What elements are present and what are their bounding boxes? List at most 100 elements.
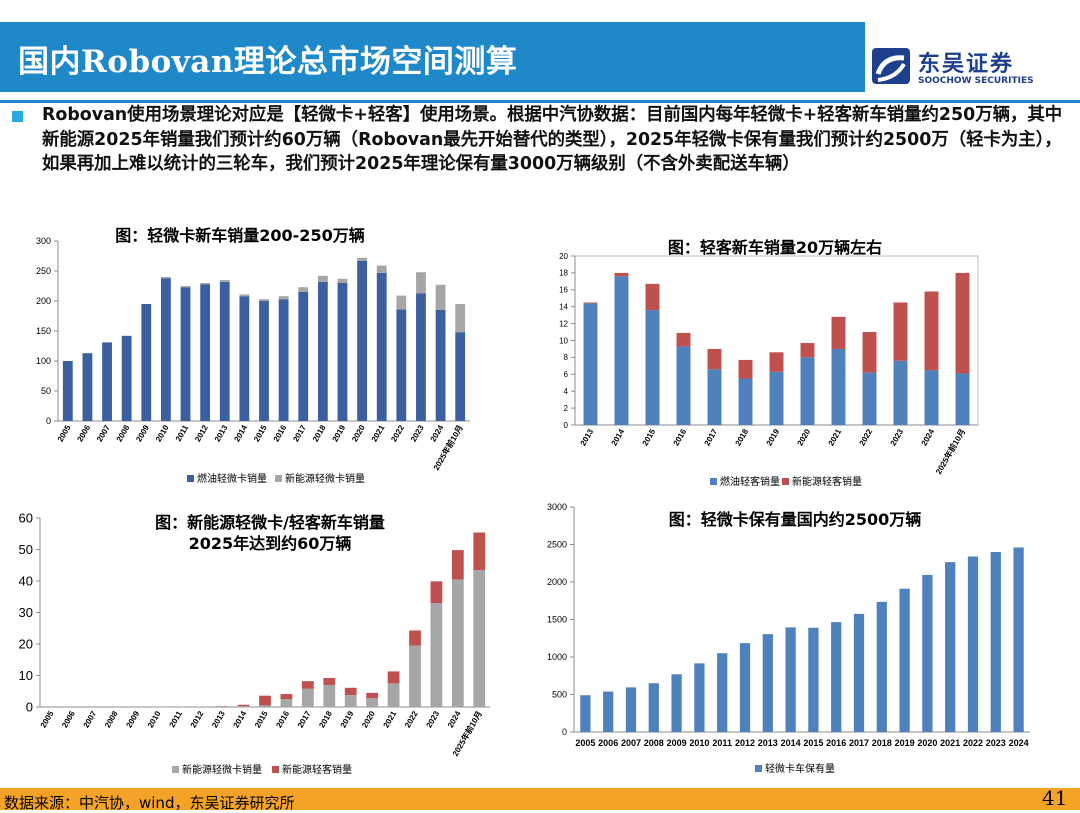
y-tick-label: 16	[559, 286, 568, 295]
y-tick-label: 2	[564, 404, 569, 413]
bar	[323, 678, 335, 685]
bar	[416, 272, 426, 293]
legend-swatch	[782, 478, 789, 485]
bar	[200, 283, 210, 284]
bar	[584, 303, 598, 425]
x-tick-label: 2011	[174, 423, 191, 443]
bar	[122, 336, 132, 421]
x-tick-label: 2023	[409, 423, 426, 443]
y-tick-label: 200	[36, 296, 51, 306]
y-tick-label: 50	[19, 542, 33, 557]
bar	[626, 687, 636, 732]
x-tick-label: 2011	[168, 709, 185, 729]
legend-swatch	[187, 475, 194, 482]
x-tick-label: 2008	[103, 709, 120, 729]
bar	[694, 663, 704, 732]
x-tick-label: 2007	[95, 423, 112, 443]
x-tick-label: 2017	[291, 423, 308, 443]
bar	[259, 705, 271, 707]
bar	[388, 671, 400, 683]
y-tick-label: 30	[19, 605, 33, 620]
y-tick-label: 12	[559, 319, 568, 328]
x-tick-label: 2012	[189, 709, 206, 729]
bar	[216, 706, 228, 707]
bar	[345, 688, 357, 695]
y-tick-label: 0	[562, 727, 567, 737]
legend-swatch	[172, 766, 179, 773]
x-tick-label: 2020	[796, 427, 813, 447]
bar	[708, 369, 722, 425]
y-tick-label: 1500	[547, 615, 567, 625]
x-tick-label: 2023	[424, 709, 441, 729]
bar	[431, 581, 443, 603]
bar	[239, 294, 249, 296]
bar	[259, 301, 269, 421]
bar	[141, 304, 151, 421]
bar	[899, 589, 909, 732]
x-tick-label: 2023	[889, 427, 906, 447]
y-tick-label: 8	[564, 353, 569, 362]
bar	[580, 695, 590, 732]
bar	[63, 361, 73, 421]
y-tick-label: 10	[559, 336, 568, 345]
x-tick-label: 2019	[895, 738, 915, 748]
y-tick-label: 20	[559, 252, 568, 261]
bar	[671, 674, 681, 732]
bar	[220, 280, 230, 282]
bar	[770, 352, 784, 371]
bar	[366, 698, 378, 707]
y-tick-label: 150	[36, 326, 51, 336]
x-tick-label: 2014	[232, 423, 249, 443]
x-tick-label: 2008	[644, 738, 664, 748]
y-tick-label: 4	[564, 387, 569, 396]
bar	[318, 276, 328, 282]
x-tick-label: 2010	[689, 738, 709, 748]
x-tick-label: 2013	[210, 709, 227, 729]
x-tick-label: 2020	[917, 738, 937, 748]
soochow-logo-icon	[870, 46, 912, 86]
x-tick-label: 2006	[75, 423, 92, 443]
y-tick-label: 0	[46, 416, 51, 426]
bar	[615, 273, 629, 276]
bar	[739, 379, 753, 425]
bar	[584, 302, 598, 303]
bar	[220, 282, 230, 421]
bar	[181, 287, 191, 421]
legend-swatch	[755, 765, 762, 772]
x-tick-label: 2015	[252, 423, 269, 443]
bar	[318, 282, 328, 421]
bar	[956, 273, 970, 374]
x-tick-label: 2024	[1009, 738, 1029, 748]
bar	[338, 283, 348, 421]
legend-label: 新能源轻客销量	[282, 763, 352, 776]
bar	[83, 353, 93, 421]
x-tick-label: 2010	[146, 709, 163, 729]
logo-name-cn: 东吴证券	[918, 46, 1014, 78]
bar	[945, 562, 955, 732]
bar	[431, 603, 443, 707]
x-tick-label: 2016	[672, 427, 689, 447]
bar	[894, 361, 908, 425]
bar	[717, 653, 727, 732]
bar	[770, 372, 784, 425]
bar	[436, 285, 446, 310]
bar	[181, 286, 191, 287]
bar	[968, 557, 978, 733]
bar	[338, 279, 348, 283]
bar	[708, 349, 722, 369]
x-tick-label: 2021	[370, 423, 387, 443]
x-tick-label: 2018	[734, 427, 751, 447]
bar	[345, 695, 357, 707]
bar	[473, 532, 485, 569]
y-tick-label: 6	[564, 370, 569, 379]
bar	[416, 293, 426, 421]
bar	[831, 622, 841, 732]
x-tick-label: 2016	[272, 423, 289, 443]
x-tick-label: 2023	[986, 738, 1006, 748]
x-tick-label: 2021	[827, 427, 844, 447]
bar	[854, 614, 864, 732]
square-bullet-icon	[12, 111, 23, 122]
x-tick-label: 2022	[858, 427, 875, 447]
